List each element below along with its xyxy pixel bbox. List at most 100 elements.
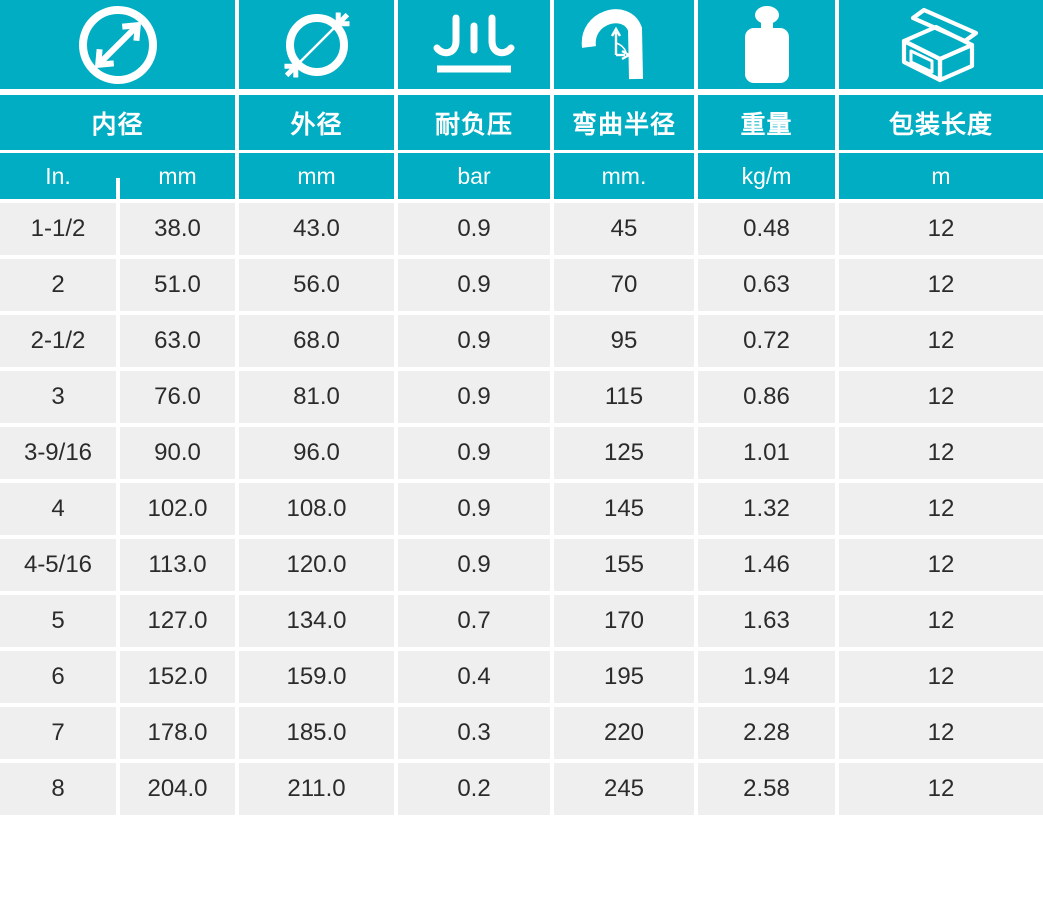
- cell-weight: 0.72: [698, 315, 835, 367]
- cell-bend-radius: 45: [554, 203, 694, 255]
- table-row: 7 178.0 185.0 0.3 220 2.28 12: [0, 707, 1043, 759]
- cell-weight: 1.63: [698, 595, 835, 647]
- cell-inner-diameter-in: 6: [0, 651, 116, 703]
- cell-package-length: 12: [839, 539, 1043, 591]
- cell-bend-radius: 220: [554, 707, 694, 759]
- cell-package-length: 12: [839, 707, 1043, 759]
- table-row: 3-9/16 90.0 96.0 0.9 125 1.01 12: [0, 427, 1043, 479]
- unit-package-length: m: [839, 153, 1043, 199]
- cell-package-length: 12: [839, 203, 1043, 255]
- cell-package-length: 12: [839, 259, 1043, 311]
- cell-outer-diameter: 43.0: [239, 203, 394, 255]
- cell-inner-diameter-in: 4-5/16: [0, 539, 116, 591]
- unit-weight: kg/m: [698, 153, 835, 199]
- cell-outer-diameter: 185.0: [239, 707, 394, 759]
- cell-vacuum: 0.9: [398, 427, 550, 479]
- column-header-package-length: 包装长度: [839, 95, 1043, 150]
- column-header-outer-diameter: 外径: [239, 95, 394, 150]
- cell-inner-diameter-mm: 113.0: [120, 539, 235, 591]
- column-header-bend-radius: 弯曲半径: [554, 95, 694, 150]
- cell-bend-radius: 70: [554, 259, 694, 311]
- units-divider: [116, 178, 120, 199]
- cell-inner-diameter-in: 4: [0, 483, 116, 535]
- cell-weight: 2.58: [698, 763, 835, 815]
- units-inner-diameter: In. mm: [0, 153, 235, 199]
- cell-package-length: 12: [839, 651, 1043, 703]
- cell-inner-diameter-in: 8: [0, 763, 116, 815]
- cell-weight: 1.94: [698, 651, 835, 703]
- cell-weight: 0.48: [698, 203, 835, 255]
- cell-bend-radius: 145: [554, 483, 694, 535]
- cell-inner-diameter-in: 2: [0, 259, 116, 311]
- cell-package-length: 12: [839, 483, 1043, 535]
- cell-weight: 1.46: [698, 539, 835, 591]
- cell-package-length: 12: [839, 595, 1043, 647]
- cell-inner-diameter-in: 5: [0, 595, 116, 647]
- cell-weight: 1.01: [698, 427, 835, 479]
- cell-vacuum: 0.9: [398, 203, 550, 255]
- cell-vacuum: 0.9: [398, 259, 550, 311]
- table-row: 2-1/2 63.0 68.0 0.9 95 0.72 12: [0, 315, 1043, 367]
- cell-bend-radius: 195: [554, 651, 694, 703]
- cell-bend-radius: 115: [554, 371, 694, 423]
- package-icon: [901, 7, 979, 82]
- cell-outer-diameter: 120.0: [239, 539, 394, 591]
- column-header-weight: 重量: [698, 95, 835, 150]
- cell-inner-diameter-mm: 178.0: [120, 707, 235, 759]
- package-icon-cell: [839, 0, 1043, 89]
- cell-vacuum: 0.2: [398, 763, 550, 815]
- cell-inner-diameter-in: 3-9/16: [0, 427, 116, 479]
- cell-inner-diameter-mm: 152.0: [120, 651, 235, 703]
- cell-weight: 1.32: [698, 483, 835, 535]
- cell-vacuum: 0.9: [398, 539, 550, 591]
- cell-vacuum: 0.9: [398, 315, 550, 367]
- table-row: 3 76.0 81.0 0.9 115 0.86 12: [0, 371, 1043, 423]
- cell-vacuum: 0.9: [398, 483, 550, 535]
- outer-diameter-icon-cell: [239, 0, 394, 89]
- cell-outer-diameter: 108.0: [239, 483, 394, 535]
- cell-outer-diameter: 211.0: [239, 763, 394, 815]
- column-label-row: 内径 外径 耐负压 弯曲半径 重量 包装长度: [0, 95, 1043, 150]
- table-row: 4 102.0 108.0 0.9 145 1.32 12: [0, 483, 1043, 535]
- cell-inner-diameter-in: 7: [0, 707, 116, 759]
- table-row: 8 204.0 211.0 0.2 245 2.58 12: [0, 763, 1043, 815]
- cell-package-length: 12: [839, 371, 1043, 423]
- cell-weight: 0.63: [698, 259, 835, 311]
- cell-outer-diameter: 68.0: [239, 315, 394, 367]
- cell-package-length: 12: [839, 763, 1043, 815]
- inner-diameter-icon: [78, 5, 157, 84]
- table-row: 1-1/2 38.0 43.0 0.9 45 0.48 12: [0, 203, 1043, 255]
- table-row: 2 51.0 56.0 0.9 70 0.63 12: [0, 259, 1043, 311]
- cell-inner-diameter-mm: 127.0: [120, 595, 235, 647]
- cell-inner-diameter-mm: 51.0: [120, 259, 235, 311]
- cell-vacuum: 0.9: [398, 371, 550, 423]
- weight-icon: [744, 5, 789, 83]
- cell-bend-radius: 155: [554, 539, 694, 591]
- hose-spec-table: 内径 外径 耐负压 弯曲半径 重量 包装长度 In. mm mm bar mm.…: [0, 0, 1043, 815]
- table-row: 4-5/16 113.0 120.0 0.9 155 1.46 12: [0, 539, 1043, 591]
- units-row: In. mm mm bar mm. kg/m m: [0, 153, 1043, 199]
- table-row: 6 152.0 159.0 0.4 195 1.94 12: [0, 651, 1043, 703]
- cell-bend-radius: 125: [554, 427, 694, 479]
- cell-inner-diameter-mm: 102.0: [120, 483, 235, 535]
- cell-inner-diameter-in: 3: [0, 371, 116, 423]
- cell-outer-diameter: 81.0: [239, 371, 394, 423]
- column-header-vacuum: 耐负压: [398, 95, 550, 150]
- unit-outer-diameter: mm: [239, 153, 394, 199]
- icon-header-row: [0, 0, 1043, 89]
- bend-radius-icon-cell: [554, 0, 694, 89]
- cell-inner-diameter-mm: 63.0: [120, 315, 235, 367]
- cell-package-length: 12: [839, 315, 1043, 367]
- cell-inner-diameter-mm: 90.0: [120, 427, 235, 479]
- vacuum-icon: [433, 14, 515, 72]
- table-body: 1-1/2 38.0 43.0 0.9 45 0.48 12 2 51.0 56…: [0, 203, 1043, 815]
- unit-bend-radius: mm.: [554, 153, 694, 199]
- cell-weight: 2.28: [698, 707, 835, 759]
- cell-vacuum: 0.4: [398, 651, 550, 703]
- cell-outer-diameter: 159.0: [239, 651, 394, 703]
- bend-radius-icon: [581, 8, 643, 79]
- cell-vacuum: 0.7: [398, 595, 550, 647]
- cell-package-length: 12: [839, 427, 1043, 479]
- inner-diameter-icon-cell: [0, 0, 235, 89]
- cell-vacuum: 0.3: [398, 707, 550, 759]
